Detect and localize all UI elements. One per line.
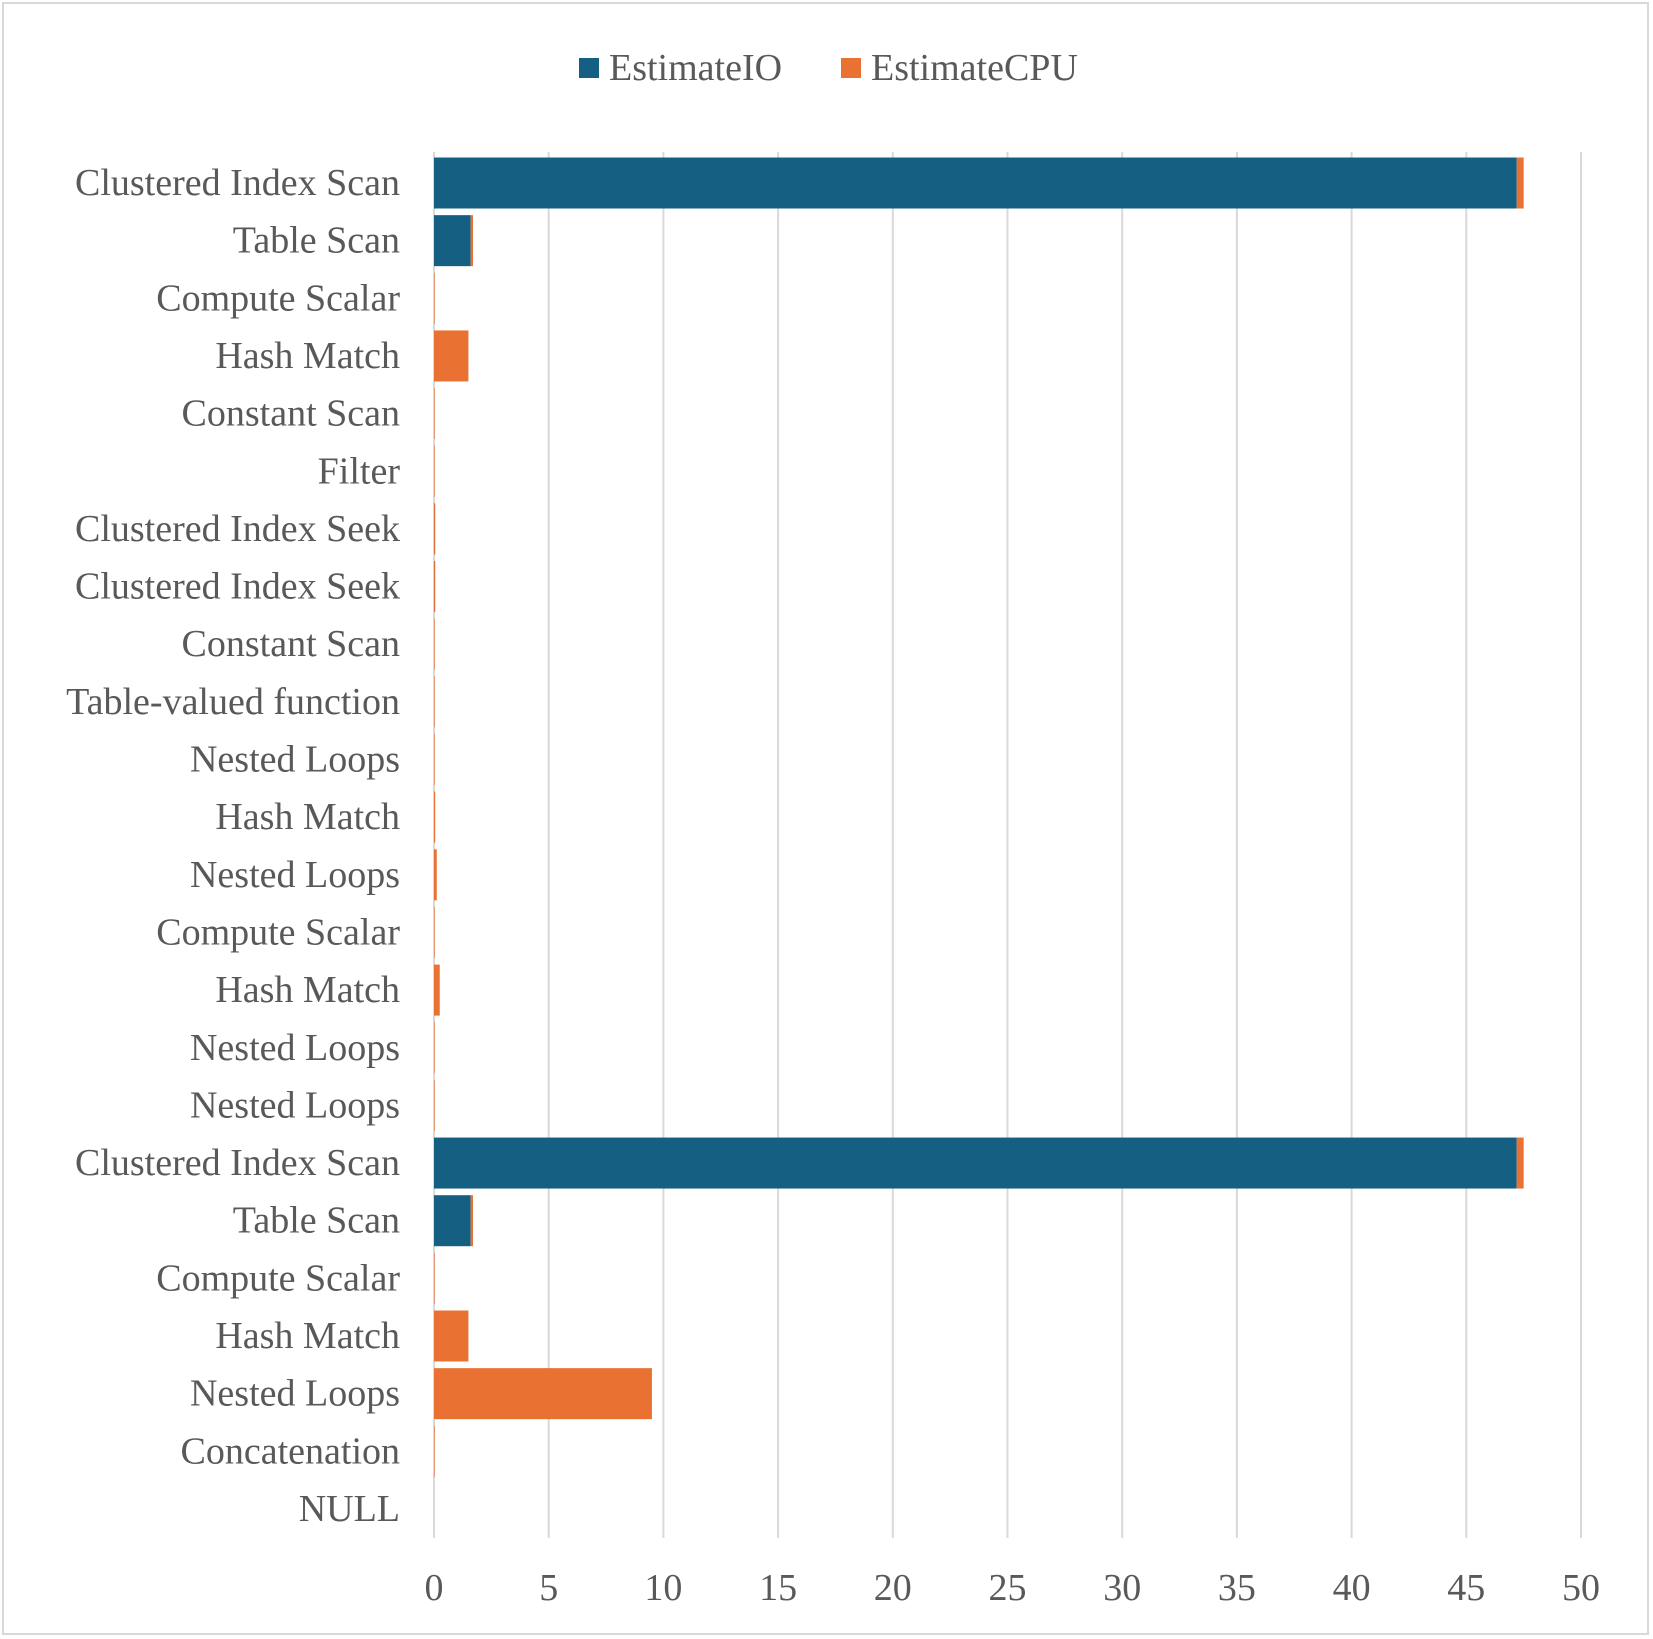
bar-estimatecpu-21	[434, 1368, 652, 1420]
bar-estimatecpu-3	[434, 330, 469, 382]
category-label-23: NULL	[299, 1488, 400, 1530]
bar-estimatecpu-22	[434, 1425, 435, 1477]
bar-estimatecpu-9	[434, 676, 435, 728]
category-label-8: Constant Scan	[182, 623, 400, 665]
category-label-7: Clustered Index Seek	[75, 566, 400, 608]
x-tick-label-50: 50	[1562, 1567, 1600, 1609]
bar-estimatecpu-17	[1516, 1137, 1524, 1189]
bar-estimateio-18	[434, 1195, 471, 1247]
bar-estimatecpu-13	[434, 906, 435, 958]
x-axis-tick-labels: 0 5 10 15 20 25 30 35 40 45 50	[425, 1567, 1601, 1609]
bar-estimatecpu-14	[434, 964, 440, 1016]
bar-estimatecpu-10	[434, 734, 435, 785]
x-tick-label-10: 10	[644, 1567, 682, 1609]
category-label-10: Nested Loops	[190, 739, 400, 781]
bar-estimatecpu-20	[434, 1310, 469, 1362]
category-label-1: Table Scan	[233, 220, 400, 262]
category-labels: Clustered Index Scan Table Scan Compute Sc…	[66, 162, 400, 1530]
category-label-3: Hash Match	[215, 335, 400, 377]
category-label-18: Table Scan	[233, 1200, 400, 1242]
legend-swatch-estimatecpu	[841, 58, 861, 78]
bar-estimatecpu-7	[434, 561, 436, 613]
x-tick-label-20: 20	[874, 1567, 912, 1609]
x-tick-label-30: 30	[1103, 1567, 1141, 1609]
category-label-13: Compute Scalar	[156, 911, 400, 953]
category-label-2: Compute Scalar	[156, 277, 400, 319]
bar-estimatecpu-18	[470, 1195, 473, 1247]
category-label-9: Table-valued function	[66, 681, 400, 723]
legend-swatch-estimateio	[579, 58, 599, 78]
category-label-16: Nested Loops	[190, 1084, 400, 1126]
bar-estimatecpu-2	[434, 272, 435, 324]
x-tick-label-0: 0	[425, 1567, 444, 1609]
category-label-14: Hash Match	[215, 969, 400, 1011]
bars	[434, 157, 1524, 1477]
stacked-bar-chart: EstimateIO EstimateCPU Clustered Index Sc…	[66, 47, 1601, 1609]
bar-estimatecpu-12	[434, 849, 437, 901]
bar-estimatecpu-11	[434, 791, 436, 843]
x-tick-label-25: 25	[989, 1567, 1027, 1609]
bar-estimatecpu-15	[434, 1022, 435, 1074]
category-label-17: Clustered Index Scan	[75, 1142, 400, 1184]
bar-estimateio-0	[434, 157, 1517, 209]
bar-estimatecpu-16	[434, 1079, 435, 1131]
x-tick-label-40: 40	[1333, 1567, 1371, 1609]
gridlines	[433, 152, 1582, 1538]
category-label-12: Nested Loops	[190, 854, 400, 896]
category-label-19: Compute Scalar	[156, 1257, 400, 1299]
category-label-21: Nested Loops	[190, 1373, 400, 1415]
legend: EstimateIO EstimateCPU	[579, 47, 1078, 89]
category-label-15: Nested Loops	[190, 1027, 400, 1069]
category-label-11: Hash Match	[215, 796, 400, 838]
bar-estimatecpu-19	[434, 1252, 435, 1304]
x-tick-label-15: 15	[759, 1567, 797, 1609]
category-label-5: Filter	[318, 450, 401, 492]
bar-estimateio-1	[434, 215, 471, 267]
legend-label-estimatecpu: EstimateCPU	[871, 47, 1078, 89]
category-label-22: Concatenation	[181, 1430, 400, 1472]
bar-estimatecpu-5	[434, 445, 435, 497]
bar-estimatecpu-8	[434, 618, 435, 670]
bar-estimateio-17	[434, 1137, 1517, 1189]
x-tick-label-5: 5	[539, 1567, 558, 1609]
bar-estimatecpu-1	[470, 215, 473, 267]
category-label-0: Clustered Index Scan	[75, 162, 400, 204]
x-tick-label-35: 35	[1218, 1567, 1256, 1609]
legend-label-estimateio: EstimateIO	[609, 47, 782, 89]
category-label-20: Hash Match	[215, 1315, 400, 1357]
category-label-6: Clustered Index Seek	[75, 508, 400, 550]
category-label-4: Constant Scan	[182, 393, 400, 435]
bar-estimatecpu-4	[434, 388, 435, 440]
bar-estimatecpu-6	[434, 503, 436, 555]
bar-estimatecpu-0	[1516, 157, 1524, 209]
x-tick-label-45: 45	[1447, 1567, 1485, 1609]
